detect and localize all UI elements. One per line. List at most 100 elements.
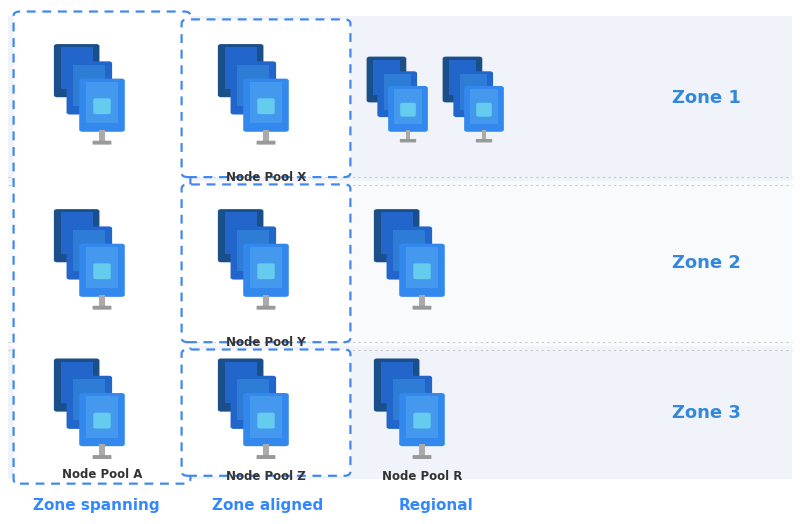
FancyBboxPatch shape — [225, 212, 257, 254]
FancyBboxPatch shape — [400, 139, 416, 143]
FancyBboxPatch shape — [401, 396, 418, 411]
FancyBboxPatch shape — [399, 393, 445, 446]
FancyBboxPatch shape — [54, 209, 99, 263]
FancyBboxPatch shape — [258, 99, 274, 114]
FancyBboxPatch shape — [388, 86, 428, 132]
FancyBboxPatch shape — [470, 115, 476, 125]
FancyBboxPatch shape — [99, 294, 105, 306]
FancyBboxPatch shape — [94, 264, 110, 279]
FancyBboxPatch shape — [94, 413, 110, 429]
FancyBboxPatch shape — [94, 99, 110, 114]
FancyBboxPatch shape — [74, 410, 79, 421]
FancyBboxPatch shape — [465, 124, 482, 128]
FancyBboxPatch shape — [460, 100, 465, 110]
FancyBboxPatch shape — [406, 396, 438, 438]
FancyBboxPatch shape — [66, 376, 112, 429]
FancyBboxPatch shape — [218, 44, 263, 97]
FancyBboxPatch shape — [406, 130, 410, 139]
FancyBboxPatch shape — [80, 438, 98, 442]
FancyBboxPatch shape — [389, 124, 406, 128]
Text: Node Pool X: Node Pool X — [226, 171, 306, 184]
FancyBboxPatch shape — [99, 444, 105, 455]
FancyBboxPatch shape — [257, 305, 275, 310]
FancyBboxPatch shape — [258, 413, 274, 429]
FancyBboxPatch shape — [81, 81, 98, 97]
FancyBboxPatch shape — [413, 305, 431, 310]
FancyBboxPatch shape — [74, 379, 106, 420]
FancyBboxPatch shape — [394, 260, 399, 272]
FancyBboxPatch shape — [373, 60, 400, 95]
FancyBboxPatch shape — [374, 209, 419, 263]
FancyBboxPatch shape — [245, 246, 262, 262]
FancyBboxPatch shape — [74, 230, 106, 271]
FancyBboxPatch shape — [454, 71, 493, 117]
FancyBboxPatch shape — [8, 16, 792, 181]
FancyBboxPatch shape — [218, 209, 263, 263]
FancyBboxPatch shape — [66, 61, 112, 115]
FancyBboxPatch shape — [232, 64, 250, 80]
FancyBboxPatch shape — [414, 413, 430, 429]
FancyBboxPatch shape — [406, 427, 412, 439]
FancyBboxPatch shape — [383, 74, 411, 110]
FancyBboxPatch shape — [74, 64, 106, 106]
FancyBboxPatch shape — [263, 130, 269, 141]
FancyBboxPatch shape — [93, 140, 111, 145]
FancyBboxPatch shape — [394, 115, 400, 125]
FancyBboxPatch shape — [74, 95, 79, 107]
FancyBboxPatch shape — [86, 247, 118, 288]
FancyBboxPatch shape — [81, 246, 98, 262]
FancyBboxPatch shape — [400, 438, 418, 442]
FancyBboxPatch shape — [387, 271, 406, 275]
FancyBboxPatch shape — [230, 376, 276, 429]
Text: Node Pool Z: Node Pool Z — [226, 470, 306, 483]
FancyBboxPatch shape — [419, 444, 425, 455]
FancyBboxPatch shape — [384, 100, 389, 110]
FancyBboxPatch shape — [68, 229, 86, 245]
FancyBboxPatch shape — [449, 60, 476, 95]
FancyBboxPatch shape — [182, 19, 350, 177]
Text: Node Pool R: Node Pool R — [382, 470, 462, 483]
FancyBboxPatch shape — [250, 247, 282, 288]
FancyBboxPatch shape — [238, 410, 243, 421]
FancyBboxPatch shape — [250, 396, 282, 438]
FancyBboxPatch shape — [476, 103, 492, 117]
FancyBboxPatch shape — [378, 110, 394, 113]
FancyBboxPatch shape — [394, 379, 426, 420]
FancyBboxPatch shape — [74, 260, 79, 272]
FancyBboxPatch shape — [258, 264, 274, 279]
FancyBboxPatch shape — [81, 396, 98, 411]
FancyBboxPatch shape — [79, 393, 125, 446]
FancyBboxPatch shape — [250, 82, 282, 123]
Text: Node Pool A: Node Pool A — [62, 468, 142, 481]
FancyBboxPatch shape — [482, 130, 486, 139]
FancyBboxPatch shape — [231, 106, 250, 110]
FancyBboxPatch shape — [244, 438, 262, 442]
FancyBboxPatch shape — [243, 79, 289, 132]
FancyBboxPatch shape — [459, 74, 487, 110]
FancyBboxPatch shape — [232, 378, 250, 394]
FancyBboxPatch shape — [394, 410, 399, 421]
FancyBboxPatch shape — [263, 294, 269, 306]
FancyBboxPatch shape — [61, 212, 93, 254]
FancyBboxPatch shape — [466, 88, 481, 102]
FancyBboxPatch shape — [14, 12, 190, 484]
FancyBboxPatch shape — [400, 103, 416, 117]
FancyBboxPatch shape — [414, 264, 430, 279]
FancyBboxPatch shape — [182, 184, 350, 342]
Text: Zone 1: Zone 1 — [672, 89, 741, 107]
FancyBboxPatch shape — [400, 289, 418, 292]
FancyBboxPatch shape — [61, 362, 93, 403]
FancyBboxPatch shape — [79, 244, 125, 297]
FancyBboxPatch shape — [442, 57, 482, 102]
FancyBboxPatch shape — [232, 229, 250, 245]
FancyBboxPatch shape — [454, 110, 470, 113]
FancyBboxPatch shape — [225, 47, 257, 89]
FancyBboxPatch shape — [54, 358, 99, 412]
FancyBboxPatch shape — [366, 57, 406, 102]
Text: Zone aligned: Zone aligned — [212, 498, 324, 513]
FancyBboxPatch shape — [231, 271, 250, 275]
FancyBboxPatch shape — [390, 88, 405, 102]
FancyBboxPatch shape — [406, 278, 412, 289]
FancyBboxPatch shape — [476, 139, 492, 143]
FancyBboxPatch shape — [93, 305, 111, 310]
